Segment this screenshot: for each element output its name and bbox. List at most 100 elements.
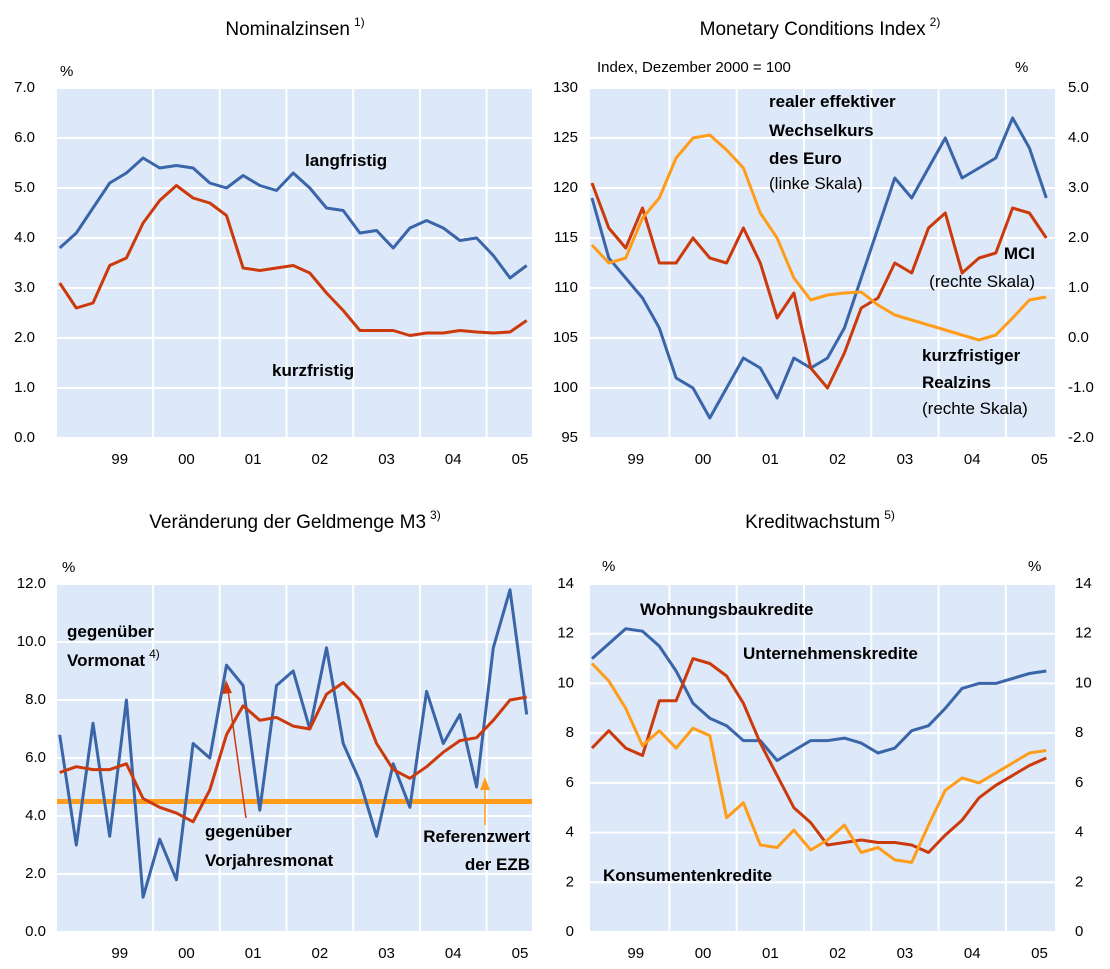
annotation: MCI [1004,244,1035,263]
title-note: 2) [930,15,941,29]
series-line [591,627,1047,762]
title-note: 5) [884,508,895,522]
y2-tick-label: 8 [1075,724,1083,741]
y-tick-label: 10 [557,674,574,691]
annotation-note: 4) [149,647,160,661]
y-tick-label: 110 [554,279,578,296]
title-text: Nominalzinsen [225,19,350,40]
x-tick-label: 02 [829,451,846,468]
y-tick-label: 6.0 [14,129,35,146]
annotation-text: Unternehmenskredite [743,644,918,663]
annotation-text: kurzfristig [272,361,354,380]
series-line [590,182,1048,390]
y2-tick-label: 4.0 [1068,129,1089,146]
x-tick-label: 99 [627,451,644,468]
annotation: des Euro [769,149,842,168]
y2-tick-label: 4 [1075,824,1083,841]
title-note: 3) [430,508,441,522]
annotation-text: (rechte Skala) [922,399,1028,418]
y-tick-label: 12 [557,625,574,642]
annotation-text: Wechselkurs [769,121,874,140]
chart-title: Kreditwachstum 5) [745,508,895,533]
series-line [590,662,1047,864]
x-tick-label: 03 [897,945,914,962]
y2-tick-label: -1.0 [1068,379,1094,396]
x-tick-label: 00 [178,945,195,962]
x-tick-label: 04 [964,945,981,962]
y-tick-label: 105 [553,329,578,346]
arrow [227,689,247,819]
annotation: kurzfristiger [922,346,1021,365]
annotation-text: des Euro [769,149,842,168]
series-line [59,681,527,824]
annotation-text: Vormonat [67,651,145,670]
y2-tick-label: 2.0 [1068,229,1089,246]
annotation-text: gegenüber [205,822,292,841]
title-note: 1) [354,15,365,29]
y-tick-label: 2.0 [25,865,46,882]
series-line [590,116,1048,420]
annotation-text: langfristig [305,151,387,170]
series-line [590,657,1047,854]
y2-tick-label: 12 [1075,625,1092,642]
right-unit: % [1015,59,1028,76]
x-tick-label: 02 [312,945,329,962]
y-tick-label: 95 [561,429,578,446]
right-unit: % [1028,558,1041,575]
arrows [222,680,490,825]
annotation: (linke Skala) [769,174,863,193]
annotation: langfristig [305,151,387,170]
x-tick-label: 01 [762,451,779,468]
y-tick-label: 8.0 [25,691,46,708]
arrow-head [480,777,490,790]
annotation: Unternehmenskredite [743,644,918,663]
series-line [58,184,528,337]
annotation: Wohnungsbaukredite [640,600,813,619]
y2-tick-label: 1.0 [1068,279,1089,296]
annotation-text: kurzfristiger [922,346,1021,365]
chart-title: Nominalzinsen 1) [225,15,364,40]
annotation-text: der EZB [465,855,530,874]
annotation: Konsumentenkredite [603,866,772,885]
y-tick-label: 6 [566,774,574,791]
y-tick-label: 4.0 [14,229,35,246]
x-tick-label: 01 [762,945,779,962]
title-text: Monetary Conditions Index [700,19,927,40]
annotation-text: (linke Skala) [769,174,863,193]
x-tick-label: 99 [111,451,128,468]
y2-tick-label: 5.0 [1068,79,1089,96]
annotation-text: Konsumentenkredite [603,866,772,885]
y2-tick-label: 6 [1075,774,1083,791]
x-tick-label: 05 [512,945,529,962]
y-tick-label: 2.0 [14,329,35,346]
x-tick-label: 05 [512,451,529,468]
series-line [58,588,529,899]
annotation: der EZB [465,855,530,874]
annotation-text: Realzins [922,373,991,392]
y-tick-label: 1.0 [14,379,35,396]
annotation-text: Wohnungsbaukredite [640,600,813,619]
x-tick-label: 99 [627,945,644,962]
annotation: gegenüber [205,822,292,841]
x-tick-label: 02 [829,945,846,962]
title-text: Veränderung der Geldmenge M3 [149,512,426,533]
y-tick-label: 8 [566,724,574,741]
series-line [590,133,1047,342]
y-tick-label: 7.0 [14,79,35,96]
y-tick-label: 5.0 [14,179,35,196]
y-tick-label: 125 [553,129,578,146]
y2-tick-label: 0 [1075,923,1083,940]
annotation-text: MCI [1004,244,1035,263]
x-tick-label: 00 [178,451,195,468]
y2-tick-label: -2.0 [1068,429,1094,446]
x-tick-label: 03 [897,451,914,468]
x-tick-label: 05 [1031,451,1048,468]
y2-tick-label: 14 [1075,575,1092,592]
plot-background [57,88,532,438]
x-tick-label: 04 [445,451,462,468]
y-tick-label: 4 [566,824,574,841]
annotation-text: realer effektiver [769,92,896,111]
y2-tick-label: 3.0 [1068,179,1089,196]
y2-tick-label: 10 [1075,674,1092,691]
